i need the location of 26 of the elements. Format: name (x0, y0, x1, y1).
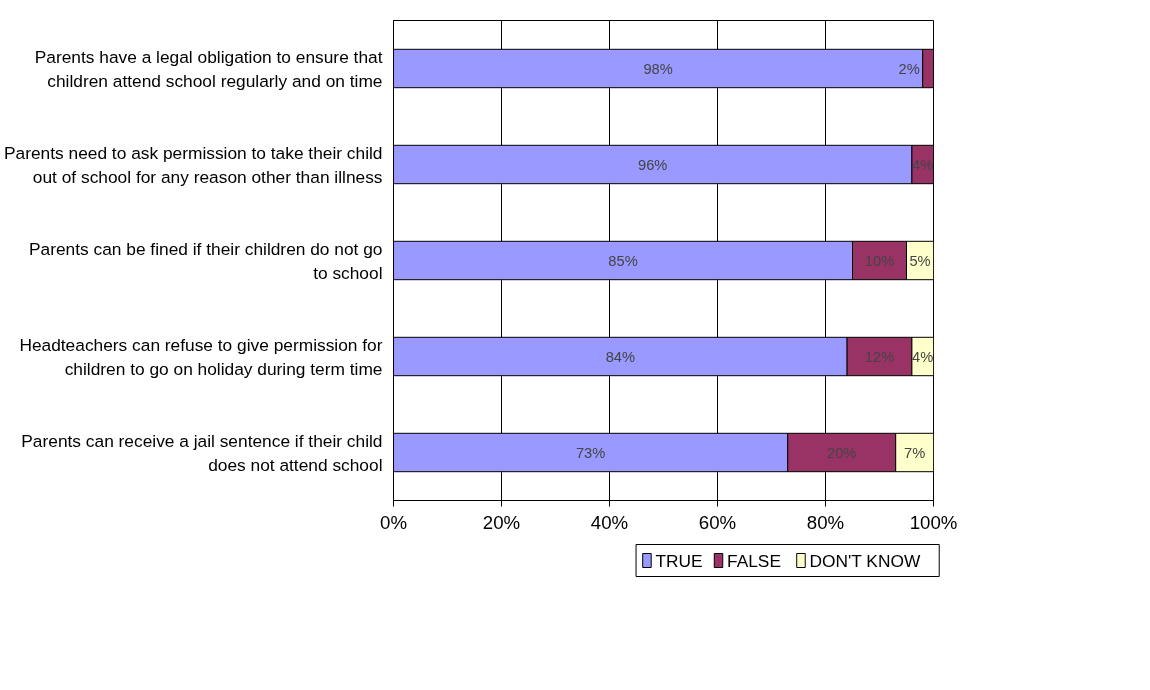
data-label: 85% (608, 252, 638, 269)
y-tick-label: Parents need to ask permission to take their child out of school for any reason other than illness (3, 142, 383, 187)
data-label: 98% (643, 60, 673, 77)
data-label: 5% (909, 252, 931, 269)
data-label: 20% (827, 444, 857, 461)
x-tick-label: 20% (482, 511, 521, 533)
data-label: 73% (575, 444, 606, 461)
y-tick-label: Parents have a legal obligation to ensure that children attend school regularly and on time (34, 46, 383, 91)
legend-label: TRUE (655, 550, 703, 571)
legend-label: FALSE (727, 550, 781, 571)
x-tick-label: 80% (806, 511, 845, 533)
x-tick-label: 60% (698, 511, 737, 533)
legend-label: DON'T KNOW (809, 550, 921, 571)
y-tick-label: Parents can receive a jail sentence if their child does not attend school (21, 430, 383, 475)
y-tick-label: Headteachers can refuse to give permission for children to go on holiday during term time (19, 334, 383, 379)
data-label: 84% (605, 348, 635, 365)
x-tick-label: 40% (590, 511, 629, 533)
data-label: 7% (904, 444, 926, 461)
y-tick-label: Parents can be fined if their children do not go to school (28, 238, 383, 283)
data-label: 4% (912, 348, 934, 365)
x-tick-label: 0% (380, 511, 407, 533)
data-label: 10% (864, 252, 895, 269)
data-label: 2% (898, 60, 920, 77)
data-label: 12% (864, 348, 895, 365)
data-label: 96% (638, 156, 668, 173)
x-tick-label: 100% (909, 511, 958, 533)
